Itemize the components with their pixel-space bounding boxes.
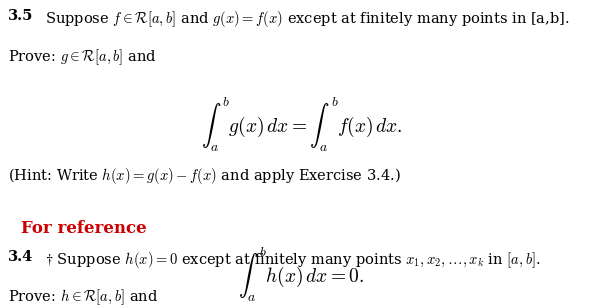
Text: 3.4: 3.4 [8, 250, 33, 264]
Text: For reference: For reference [21, 220, 147, 236]
Text: (Hint: Write $h(x) = g(x) - f(x)$ and apply Exercise 3.4.): (Hint: Write $h(x) = g(x) - f(x)$ and ap… [8, 166, 400, 186]
Text: $\int_a^b g(x)\, dx = \int_a^b f(x)\, dx.$: $\int_a^b g(x)\, dx = \int_a^b f(x)\, dx… [201, 95, 402, 154]
Text: Prove: $g \in \mathcal{R}[a, b]$ and: Prove: $g \in \mathcal{R}[a, b]$ and [8, 48, 157, 67]
Text: $\dagger$ Suppose $h(x) = 0$ except at finitely many points $x_1, x_2, \ldots, x: $\dagger$ Suppose $h(x) = 0$ except at f… [45, 250, 541, 270]
Text: Suppose $f \in \mathcal{R}[a, b]$ and $g(x) = f(x)$ except at finitely many poin: Suppose $f \in \mathcal{R}[a, b]$ and $g… [45, 9, 570, 29]
Text: $\int_a^b h(x)\, dx = 0.$: $\int_a^b h(x)\, dx = 0.$ [238, 245, 365, 304]
Text: 3.5: 3.5 [8, 9, 33, 23]
Text: Prove: $h \in \mathcal{R}[a, b]$ and: Prove: $h \in \mathcal{R}[a, b]$ and [8, 287, 158, 307]
